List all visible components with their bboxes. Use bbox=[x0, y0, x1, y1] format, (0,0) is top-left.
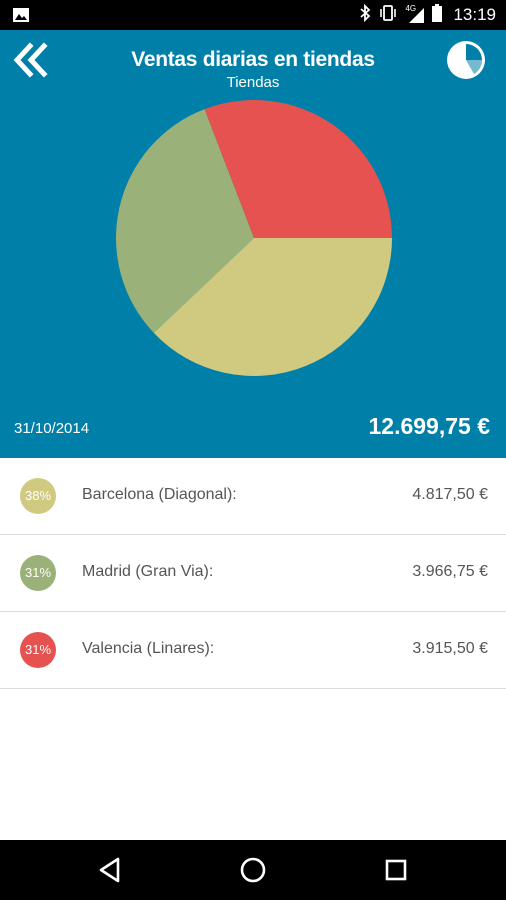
store-amount: 3.966,75 € bbox=[412, 563, 488, 580]
bluetooth-icon bbox=[359, 3, 371, 27]
pie-chart-icon bbox=[447, 41, 485, 79]
clock: 13:19 bbox=[453, 5, 496, 24]
list-item[interactable]: 31% Valencia (Linares): 3.915,50 € bbox=[0, 612, 506, 689]
pie-slice-3 bbox=[204, 100, 392, 238]
back-button[interactable] bbox=[12, 42, 52, 82]
double-chevron-left-icon bbox=[13, 42, 48, 78]
nav-back-button[interactable] bbox=[96, 855, 126, 885]
pie-slice-1 bbox=[153, 238, 392, 376]
list-item[interactable]: 31% Madrid (Gran Via): 3.966,75 € bbox=[0, 535, 506, 612]
store-list: 38% Barcelona (Diagonal): 4.817,50 € 31%… bbox=[0, 458, 506, 689]
nav-home-button[interactable] bbox=[238, 855, 268, 885]
home-circle-icon bbox=[240, 857, 266, 883]
navigation-bar bbox=[0, 840, 506, 900]
page-subtitle: Tiendas bbox=[226, 74, 280, 91]
percent-badge: 31% bbox=[20, 555, 56, 591]
pie-slice-2 bbox=[115, 109, 255, 333]
header: Ventas diarias en tiendas Tiendas 31/10/… bbox=[0, 30, 506, 458]
nav-recents-button[interactable] bbox=[381, 855, 411, 885]
image-icon bbox=[12, 7, 30, 28]
pie-chart bbox=[115, 100, 392, 376]
back-triangle-icon bbox=[99, 857, 120, 883]
store-name: Valencia (Linares): bbox=[82, 640, 215, 657]
store-name: Barcelona (Diagonal): bbox=[82, 486, 237, 503]
recents-square-icon bbox=[385, 859, 407, 881]
date-label: 31/10/2014 bbox=[14, 420, 90, 437]
store-name: Madrid (Gran Via): bbox=[82, 563, 214, 580]
percent-badge: 31% bbox=[20, 632, 56, 668]
signal-icon: 4G bbox=[405, 4, 425, 24]
chart-toggle-button[interactable] bbox=[446, 40, 486, 80]
vibrate-icon bbox=[378, 4, 398, 26]
store-amount: 4.817,50 € bbox=[412, 486, 488, 503]
total-amount: 12.699,75 € bbox=[368, 413, 490, 439]
store-amount: 3.915,50 € bbox=[412, 640, 488, 657]
percent-badge: 38% bbox=[20, 478, 56, 514]
network-type-label: 4G bbox=[405, 4, 417, 13]
list-item[interactable]: 38% Barcelona (Diagonal): 4.817,50 € bbox=[0, 458, 506, 535]
page-title: Ventas diarias en tiendas bbox=[131, 48, 375, 71]
status-bar: 4G 13:19 bbox=[0, 0, 506, 30]
battery-icon bbox=[432, 3, 443, 27]
